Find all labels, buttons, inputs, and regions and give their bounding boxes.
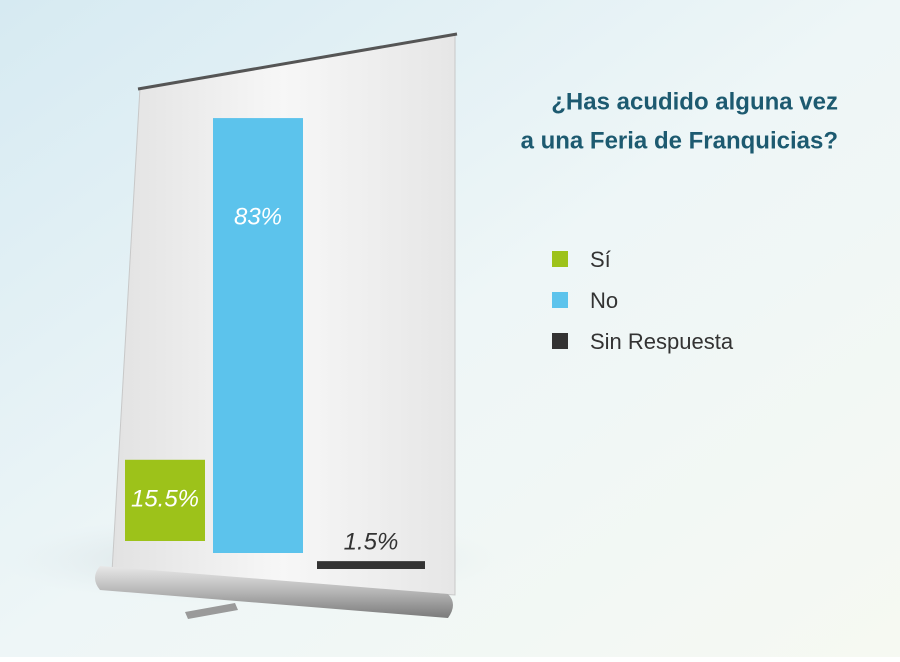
legend-label: No — [590, 288, 618, 313]
bar — [213, 118, 303, 553]
value-label: 1.5% — [344, 528, 399, 555]
chart-title: ¿Has acudido alguna vez — [551, 88, 838, 115]
legend-label: Sin Respuesta — [590, 329, 734, 354]
bar — [317, 561, 425, 569]
banner-base — [95, 566, 453, 618]
banner-foot — [185, 603, 238, 619]
bar — [125, 459, 205, 541]
legend-swatch — [552, 333, 568, 349]
value-label: 15.5% — [131, 486, 199, 513]
value-label: 83% — [234, 203, 282, 230]
legend-label: Sí — [590, 247, 611, 272]
legend-swatch — [552, 292, 568, 308]
legend-swatch — [552, 251, 568, 267]
banner-top-bar — [137, 32, 458, 91]
chart-title: a una Feria de Franquicias? — [521, 127, 838, 154]
